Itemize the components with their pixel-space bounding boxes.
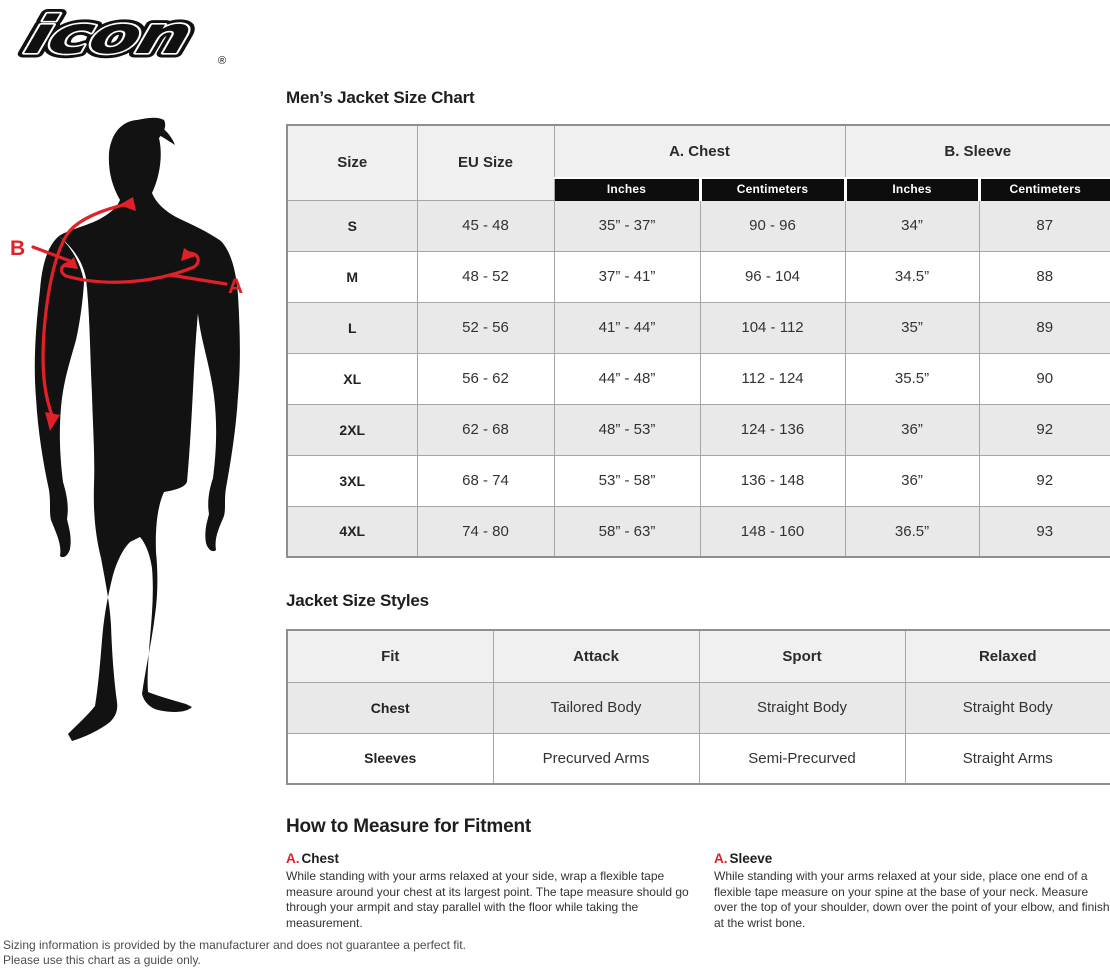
measure-chest-block: A. Chest While standing with your arms re… (286, 851, 698, 931)
measure-instructions: A. Chest While standing with your arms re… (286, 851, 1110, 931)
styles-chart-title: Jacket Size Styles (286, 591, 429, 610)
subcol-chest-cm: Centimeters (698, 177, 846, 201)
icon-logo-graphic: icon icon icon ® (13, 0, 226, 71)
size-row-s: S 45 - 48 35” - 37” 90 - 96 34” 87 (286, 199, 1110, 252)
measure-chest-letter: A. (286, 851, 300, 866)
measure-sleeve-letter: A. (714, 851, 728, 866)
col-header-chest: A. Chest (553, 124, 846, 179)
size-chart-title: Men’s Jacket Size Chart (286, 88, 475, 107)
sleeve-measure-line (41, 202, 130, 420)
col-header-sleeve: B. Sleeve (844, 124, 1110, 179)
size-row-3xl: 3XL 68 - 74 53” - 58” 136 - 148 36” 92 (286, 454, 1110, 507)
subcol-chest-inches: Inches (553, 177, 701, 201)
label-b: B (10, 237, 25, 260)
measure-sleeve-name: Sleeve (729, 851, 773, 866)
jacket-size-styles-table: Fit Attack Sport Relaxed Chest Tailored … (286, 629, 1110, 785)
a-pointer-line (168, 273, 228, 286)
styles-header-attack: Attack (492, 629, 700, 683)
measure-chest-name: Chest (301, 851, 340, 866)
disclaimer-line-2: Please use this chart as a guide only. (3, 953, 201, 967)
size-row-4xl: 4XL 74 - 80 58” - 63” 148 - 160 36.5” 93 (286, 505, 1110, 558)
col-header-size: Size (286, 124, 418, 201)
styles-row-sleeves: Sleeves Precurved Arms Semi-Precurved St… (286, 732, 1110, 785)
chest-measure-line (64, 265, 196, 284)
size-row-2xl: 2XL 62 - 68 48” - 53” 124 - 136 36” 92 (286, 403, 1110, 456)
measure-chest-text: While standing with your arms relaxed at… (286, 869, 689, 930)
svg-text:icon: icon (18, 6, 197, 66)
logo-wordmark: icon (18, 6, 197, 66)
icon-logo: icon icon icon ® (6, 0, 236, 71)
b-pointer-line (31, 245, 72, 263)
mens-jacket-size-table: Size EU Size A. Chest B. Sleeve Inches C… (286, 124, 1110, 558)
label-a: A (228, 275, 243, 298)
registered-mark: ® (218, 55, 226, 67)
content-column: Men’s Jacket Size Chart Size EU Size A. … (286, 0, 1110, 931)
styles-header-relaxed: Relaxed (904, 629, 1110, 683)
styles-header-fit: Fit (286, 629, 494, 683)
measure-title: How to Measure for Fitment (286, 816, 531, 837)
disclaimer: Sizing information is provided by the ma… (3, 938, 466, 968)
col-header-eu: EU Size (416, 124, 555, 201)
measurement-figure: A B (0, 100, 280, 760)
man-silhouette (34, 117, 240, 741)
measure-sleeve-heading: A. Sleeve (714, 851, 1110, 866)
disclaimer-line-1: Sizing information is provided by the ma… (3, 938, 466, 952)
styles-header-sport: Sport (698, 629, 906, 683)
measure-sleeve-block: A. Sleeve While standing with your arms r… (714, 851, 1110, 931)
arrowheads (45, 197, 196, 431)
size-row-m: M 48 - 52 37” - 41” 96 - 104 34.5” 88 (286, 250, 1110, 303)
styles-row-chest: Chest Tailored Body Straight Body Straig… (286, 681, 1110, 734)
measure-sleeve-text: While standing with your arms relaxed at… (714, 869, 1110, 930)
measure-chest-heading: A. Chest (286, 851, 698, 866)
subcol-sleeve-inches: Inches (843, 177, 980, 201)
svg-text:icon: icon (18, 6, 197, 66)
size-row-l: L 52 - 56 41” - 44” 104 - 112 35” 89 (286, 301, 1110, 354)
subcol-sleeve-cm: Centimeters (977, 177, 1110, 201)
size-row-xl: XL 56 - 62 44” - 48” 112 - 124 35.5” 90 (286, 352, 1110, 405)
